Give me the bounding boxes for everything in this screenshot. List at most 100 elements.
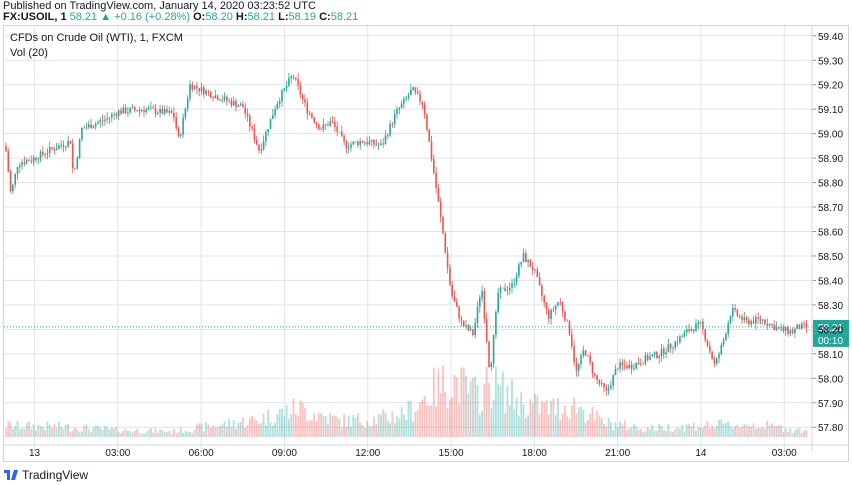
candle-body	[67, 140, 69, 147]
volume-bar	[485, 366, 488, 437]
volume-bar	[274, 422, 276, 437]
candle-body	[435, 172, 437, 188]
candle-body	[387, 135, 389, 137]
candle-body	[341, 131, 343, 136]
volume-bar	[561, 413, 564, 437]
candle-body	[474, 322, 476, 336]
candle-body	[453, 296, 456, 302]
volume-bar	[198, 423, 201, 437]
volume-bar	[370, 426, 373, 437]
volume-bar	[469, 380, 472, 437]
volume-bar	[5, 428, 7, 437]
candle-body	[78, 139, 81, 159]
candle-body	[143, 110, 145, 113]
volume-bar	[718, 419, 720, 437]
volume-bar	[304, 407, 306, 437]
volume-bar	[106, 427, 109, 437]
volume-bar	[412, 421, 414, 437]
y-tick-label: 59.00	[818, 130, 843, 141]
candle-body	[743, 317, 746, 321]
candle-body	[74, 167, 76, 169]
volume-bar	[614, 422, 617, 437]
volume-bar	[108, 429, 111, 437]
volume-bar	[662, 430, 665, 437]
open-label: O:	[193, 11, 206, 23]
candle-body	[350, 144, 352, 148]
volume-bar	[53, 424, 56, 437]
volume-bar	[736, 424, 739, 437]
candle-body	[168, 110, 171, 113]
candle-body	[163, 109, 166, 114]
candle-body	[658, 356, 660, 358]
candle-body	[545, 302, 548, 310]
volume-bar	[591, 406, 594, 437]
candle-body	[46, 152, 49, 155]
volume-bar	[205, 422, 207, 437]
candle-body	[274, 109, 276, 116]
volume-bar	[524, 417, 527, 437]
volume-bar	[110, 427, 113, 437]
volume-bar	[575, 413, 578, 437]
candle-body	[37, 159, 39, 161]
candle-body	[451, 284, 453, 297]
candle-body	[485, 318, 488, 342]
volume-bar	[462, 367, 465, 437]
x-tick-label: 12:00	[355, 448, 380, 459]
candle-body	[32, 157, 35, 161]
candle-body	[361, 141, 364, 143]
candle-body	[557, 302, 559, 306]
candle-body	[94, 123, 97, 127]
candle-body	[531, 266, 534, 271]
volume-legend[interactable]: Vol (20)	[10, 47, 48, 59]
candle-body	[7, 151, 10, 172]
low-label: L:	[278, 11, 289, 23]
candle-body	[51, 147, 53, 149]
volume-bar	[453, 374, 456, 437]
series-legend[interactable]: CFDs on Crude Oil (WTI), 1, FXCM	[10, 32, 183, 44]
volume-bar	[74, 427, 76, 437]
x-tick-label: 13	[29, 448, 41, 459]
candle-body	[124, 107, 127, 114]
volume-bar	[428, 405, 431, 437]
volume-bar	[163, 432, 166, 437]
candle-body	[600, 383, 603, 384]
x-tick-label: 06:00	[189, 448, 214, 459]
footer-brand[interactable]: TradingView	[4, 468, 88, 482]
y-tick-label: 59.10	[818, 105, 843, 116]
volume-bar	[366, 421, 368, 437]
volume-bar	[757, 427, 759, 437]
volume-bar	[173, 428, 175, 437]
volume-bar	[386, 420, 389, 437]
volume-bar	[699, 427, 702, 437]
volume-bar	[669, 431, 672, 437]
candle-body	[412, 87, 414, 90]
volume-bar	[269, 422, 272, 437]
candle-body	[62, 145, 65, 147]
candle-body	[729, 316, 732, 324]
candle-body	[499, 287, 502, 293]
volume-bar	[230, 426, 233, 437]
candle-body	[205, 90, 207, 95]
volume-bar	[62, 429, 65, 437]
candle-body	[5, 145, 7, 152]
volume-bar	[603, 423, 605, 437]
candle-body	[375, 144, 378, 146]
volume-bar	[242, 417, 244, 437]
volume-bar	[478, 414, 481, 437]
volume-bar	[430, 405, 433, 437]
volume-bar	[554, 414, 557, 437]
candle-body	[232, 101, 235, 106]
candle-body	[442, 216, 444, 234]
volume-bar	[727, 421, 730, 437]
volume-bar	[628, 428, 631, 437]
candle-body	[508, 287, 511, 291]
volume-bar	[442, 365, 444, 437]
y-tick-label: 58.90	[818, 154, 843, 165]
volume-bar	[787, 431, 789, 437]
candle-body	[801, 323, 803, 329]
volume-bar	[713, 428, 716, 437]
y-tick-label: 59.30	[818, 56, 843, 67]
volume-bar	[373, 416, 375, 437]
volume-bar	[566, 416, 569, 437]
